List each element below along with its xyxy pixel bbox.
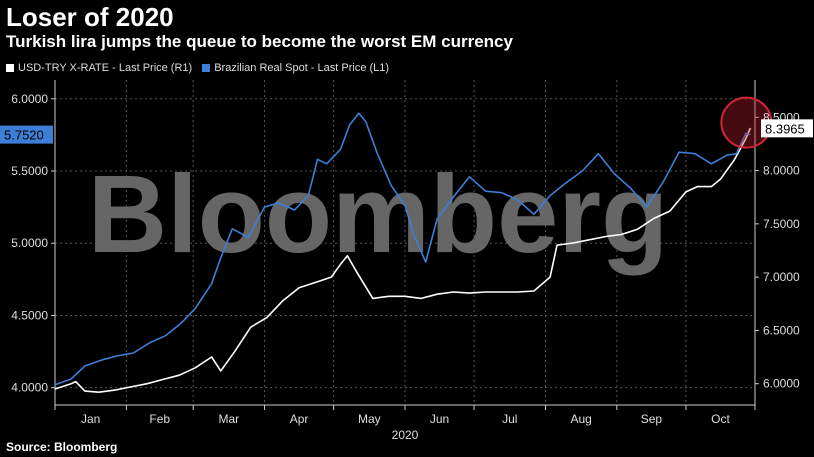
axes [51,80,759,410]
x-tick-label: Aug [570,412,591,426]
right-tick-label: 6.0000 [763,377,800,391]
x-tick-label: Apr [290,412,309,426]
x-axis-title: 2020 [392,428,419,442]
legend-item-usd-try: USD-TRY X-RATE - Last Price (R1) [6,62,192,74]
legend-item-brl: Brazilian Real Spot - Last Price (L1) [202,62,389,74]
chart-title: Loser of 2020 [6,2,174,32]
last-value-right-box [761,119,813,138]
x-tick-label: Mar [219,412,240,426]
left-tick-label: 6.0000 [11,92,48,106]
x-tick-label: Jan [81,412,100,426]
bloomberg-watermark: Bloomberg [88,153,669,276]
brl-line [54,112,751,386]
legend-swatch-usd-try [6,64,14,72]
x-tick-label: May [358,412,381,426]
gridlines [55,80,755,405]
chart-subtitle: Turkish lira jumps the queue to become t… [6,32,513,51]
x-tick-label: Jul [502,412,517,426]
x-tick-label: Oct [711,412,730,426]
right-tick-label: 8.0000 [763,164,800,178]
left-tick-label: 4.0000 [11,381,48,395]
x-tick-label: Feb [149,412,170,426]
axis-labels: 4.0000 4.5000 5.0000 5.5000 6.0000 6.0000 6.50… [0,92,813,442]
left-tick-label: 5.5000 [11,164,48,178]
legend-swatch-brl [202,64,211,72]
usd-try-line [54,127,752,393]
x-tick-label: Sep [641,412,663,426]
last-value-left-box [0,125,53,144]
last-value-left: 5.7520 [4,128,44,143]
left-tick-label: 5.0000 [11,236,48,250]
right-tick-label: 7.0000 [763,270,800,284]
right-tick-label: 7.5000 [763,217,800,231]
legend: USD-TRY X-RATE - Last Price (R1) Brazili… [6,62,389,74]
legend-label-brl: Brazilian Real Spot - Last Price (L1) [214,62,390,74]
left-tick-label: 4.5000 [11,308,48,322]
right-tick-label: 6.5000 [763,323,800,337]
legend-label-usd-try: USD-TRY X-RATE - Last Price (R1) [18,62,193,74]
series-lines [54,96,773,393]
source-note: Source: Bloomberg [6,440,118,454]
last-value-right: 8.3965 [765,121,805,136]
x-tick-label: Jun [430,412,449,426]
